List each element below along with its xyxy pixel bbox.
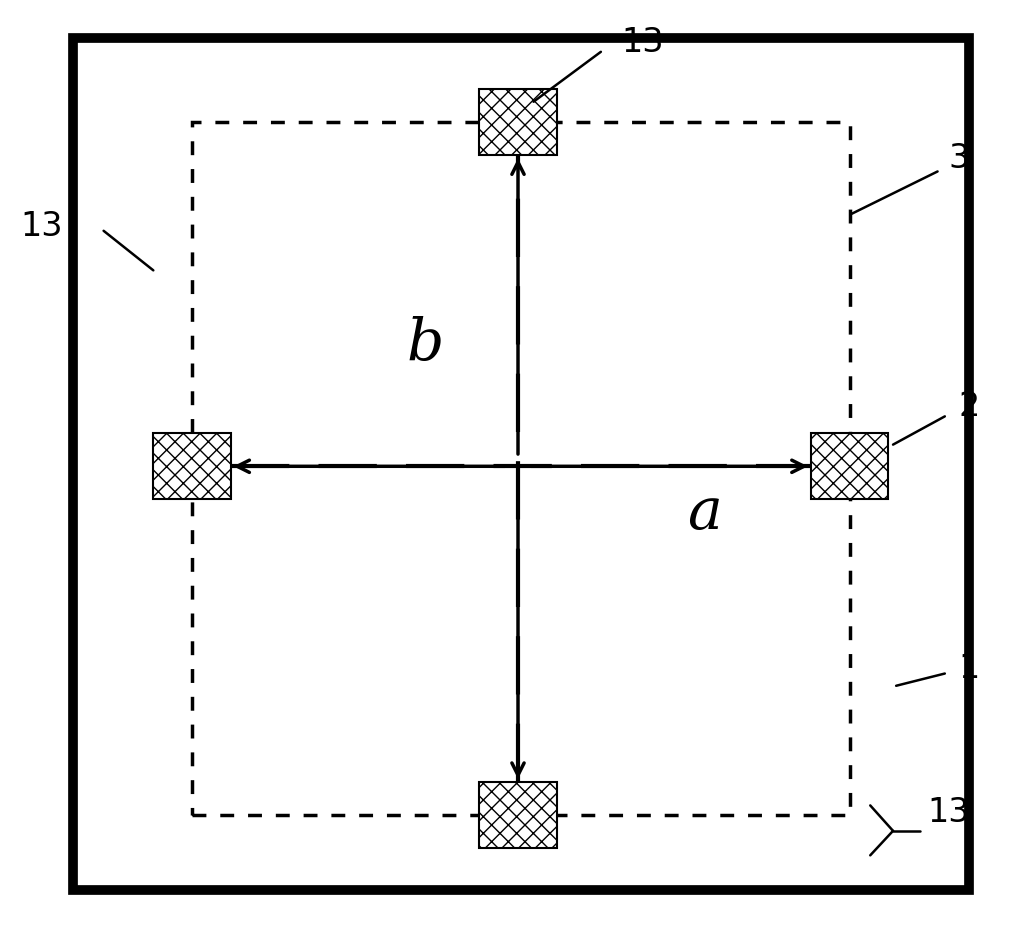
Text: 1: 1 xyxy=(958,652,980,686)
Text: 13: 13 xyxy=(622,25,664,59)
Bar xyxy=(192,122,850,815)
Bar xyxy=(73,38,969,890)
Text: b: b xyxy=(406,316,443,372)
Bar xyxy=(811,433,889,499)
Bar xyxy=(153,433,230,499)
Bar xyxy=(479,782,557,848)
Text: 3: 3 xyxy=(948,141,970,175)
Bar xyxy=(811,433,889,499)
Bar xyxy=(153,433,230,499)
Bar xyxy=(479,89,557,155)
Text: 2: 2 xyxy=(958,390,980,424)
Bar xyxy=(479,89,557,155)
Text: 13: 13 xyxy=(927,795,970,829)
Text: 13: 13 xyxy=(21,209,63,243)
Text: a: a xyxy=(687,485,722,542)
Bar xyxy=(479,782,557,848)
